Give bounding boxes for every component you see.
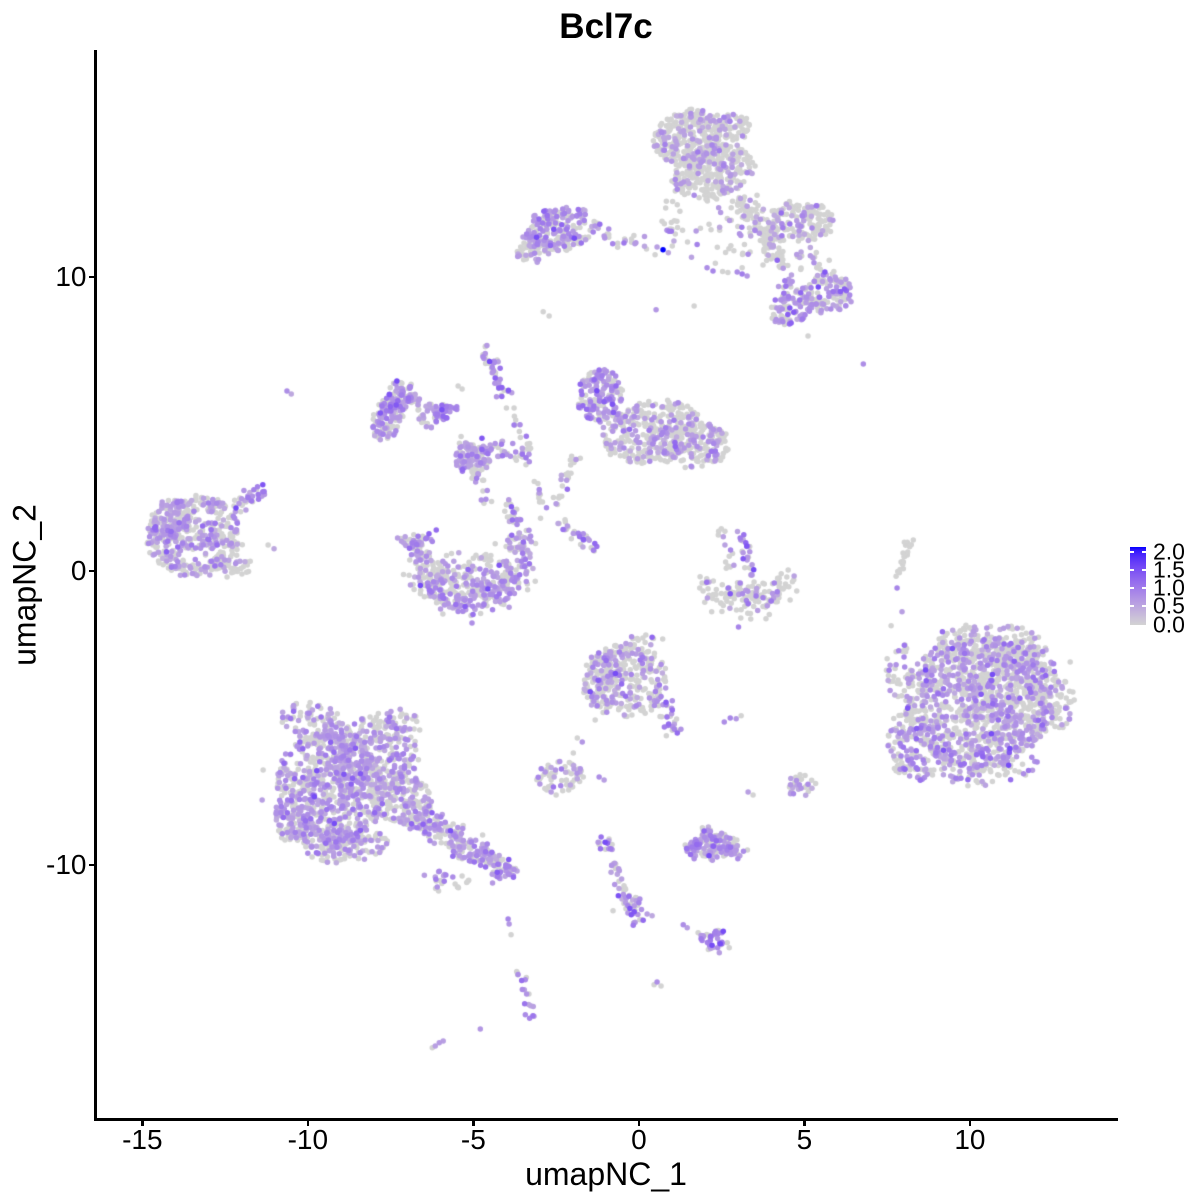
plot-title: Bcl7c <box>559 7 653 46</box>
x-tick-label: -15 <box>122 1124 163 1155</box>
x-tick-mark <box>803 1120 806 1126</box>
legend-tick-mark <box>1130 551 1134 554</box>
legend-tick-mark <box>1130 605 1134 608</box>
legend-tick-label: 0.5 <box>1153 592 1185 619</box>
x-tick-mark <box>472 1120 475 1126</box>
x-tick-label: 5 <box>796 1124 813 1155</box>
x-tick-mark <box>637 1120 641 1126</box>
y-tick-mark <box>89 569 94 573</box>
y-tick-mark <box>89 863 94 867</box>
y-tick-mark <box>89 275 94 279</box>
legend-tick-label: 2.0 <box>1153 538 1185 565</box>
x-tick-label: -5 <box>460 1124 486 1155</box>
legend-tick-label: 1.0 <box>1153 574 1185 601</box>
y-axis-title: umapNC_2 <box>6 504 43 666</box>
x-tick-mark <box>968 1120 972 1126</box>
legend-gradient-bar <box>1130 547 1146 625</box>
x-tick-mark <box>306 1120 310 1126</box>
legend-tick-label: 0.0 <box>1153 611 1185 637</box>
legend-tick-mark <box>1142 551 1146 554</box>
legend-tick-mark <box>1142 587 1146 590</box>
x-tick-label: 0 <box>631 1124 647 1155</box>
x-tick-mark <box>141 1120 144 1126</box>
x-axis-title: umapNC_1 <box>525 1156 687 1192</box>
y-axis-line <box>94 50 97 1121</box>
x-axis-line <box>94 1118 1119 1121</box>
y-tick-label: 0 <box>70 554 87 586</box>
legend-tick-mark <box>1142 605 1146 608</box>
y-tick-label: 10 <box>55 260 87 292</box>
legend-tick-mark <box>1142 569 1146 572</box>
x-tick-label: 10 <box>954 1124 986 1155</box>
legend-tick-mark <box>1130 569 1134 572</box>
legend-tick-label: 1.5 <box>1153 556 1185 583</box>
legend-tick-mark <box>1130 587 1134 590</box>
y-tick-label: -10 <box>46 848 87 880</box>
x-tick-label: -10 <box>287 1124 329 1155</box>
